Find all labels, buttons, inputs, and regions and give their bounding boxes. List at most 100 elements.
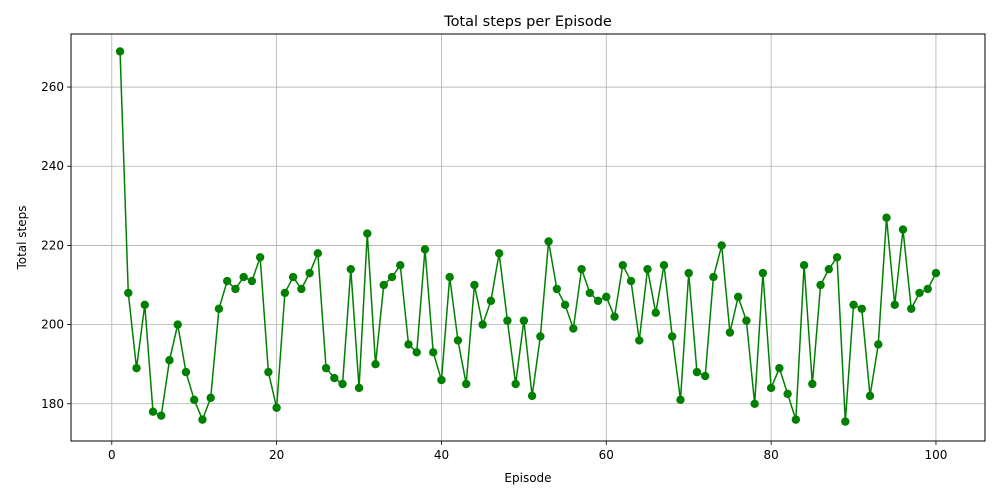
data-point <box>907 304 916 313</box>
data-point <box>832 253 842 262</box>
data-point <box>783 389 792 399</box>
data-point <box>585 288 595 298</box>
data-point <box>758 268 768 278</box>
data-point <box>346 264 356 274</box>
data-point <box>181 367 191 377</box>
data-point <box>214 304 224 313</box>
data-point <box>791 415 801 424</box>
plot-frame <box>70 33 986 442</box>
data-point <box>857 304 866 313</box>
data-point <box>255 253 265 262</box>
data-point <box>157 411 166 420</box>
y-tick-label: 200 <box>41 318 64 332</box>
data-point <box>338 379 347 389</box>
data-point <box>733 292 743 302</box>
data-point <box>396 261 405 270</box>
data-point <box>923 284 932 294</box>
data-point <box>700 371 710 381</box>
data-point <box>569 324 578 333</box>
data-point <box>115 47 125 56</box>
data-point <box>865 391 875 401</box>
data-point <box>717 241 726 250</box>
data-point <box>387 272 397 282</box>
data-point <box>453 336 463 345</box>
data-point <box>478 320 487 329</box>
data-point <box>643 264 652 274</box>
data-point <box>445 272 454 282</box>
grid-lines <box>71 34 985 441</box>
data-point <box>429 348 438 357</box>
data-point <box>750 399 759 408</box>
data-point <box>305 268 314 278</box>
data-point <box>816 280 825 290</box>
data-point <box>890 300 899 310</box>
data-point <box>503 316 512 325</box>
y-tick-label: 240 <box>41 159 64 173</box>
data-point <box>651 308 660 317</box>
data-point <box>140 300 149 310</box>
data-point <box>824 264 834 274</box>
data-point <box>470 280 479 290</box>
data-point <box>527 391 537 401</box>
data-point <box>264 367 273 377</box>
data-point <box>190 395 199 405</box>
data-point <box>486 296 496 306</box>
data-point <box>330 373 339 383</box>
data-point <box>775 363 784 373</box>
data-point <box>354 383 364 393</box>
data-point <box>808 379 817 389</box>
data-point <box>742 316 751 325</box>
data-point <box>313 249 323 258</box>
data-point <box>577 264 586 274</box>
data-point <box>659 261 669 270</box>
data-point <box>602 292 611 302</box>
data-point <box>371 359 380 369</box>
data-point <box>222 276 232 286</box>
data-point <box>684 268 693 278</box>
x-axis-label: Episode <box>504 471 551 485</box>
data-point <box>321 363 331 373</box>
x-tick-label: 0 <box>108 448 116 462</box>
data-point <box>931 268 941 278</box>
data-point <box>882 213 891 222</box>
series-group <box>115 47 941 426</box>
series-line <box>119 51 937 423</box>
y-tick-label: 220 <box>41 238 64 252</box>
data-point <box>231 284 240 294</box>
data-point <box>635 336 644 345</box>
data-point <box>915 288 924 298</box>
data-point <box>272 403 281 412</box>
data-point <box>404 340 413 349</box>
x-tick-label: 80 <box>763 448 778 462</box>
data-point <box>618 261 627 270</box>
data-point <box>519 316 529 325</box>
tick-group: 0 20 40 60 80 100 180 200 220 240 260 <box>41 80 947 462</box>
y-tick-label: 260 <box>41 80 64 94</box>
data-point <box>849 300 858 310</box>
data-point <box>841 417 850 426</box>
data-point <box>874 340 883 349</box>
data-point <box>494 249 504 258</box>
y-axis-label: Total steps <box>15 205 29 270</box>
data-point <box>379 280 388 290</box>
data-point <box>668 332 677 341</box>
data-point <box>420 245 430 254</box>
data-point <box>239 272 248 282</box>
data-point <box>288 272 298 282</box>
data-point <box>124 288 133 298</box>
data-point <box>206 393 215 403</box>
data-point <box>766 383 776 393</box>
data-point <box>148 407 158 416</box>
x-tick-label: 60 <box>599 448 614 462</box>
data-point <box>173 320 182 329</box>
data-point <box>412 348 421 357</box>
y-tick-label: 180 <box>41 397 64 411</box>
x-tick-label: 40 <box>434 448 449 462</box>
data-point <box>610 312 619 321</box>
data-point <box>363 229 372 238</box>
data-point <box>725 328 735 337</box>
data-point <box>165 356 174 365</box>
data-point <box>626 276 636 286</box>
data-point <box>247 276 257 286</box>
